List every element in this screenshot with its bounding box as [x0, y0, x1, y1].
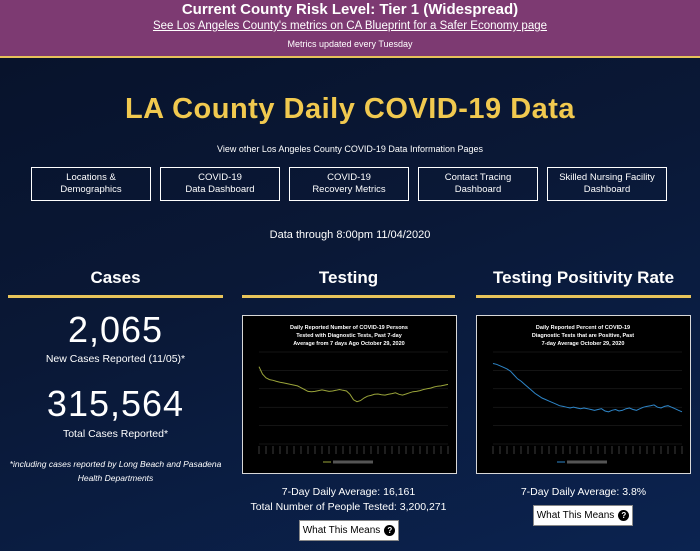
positivity-heading: Testing Positivity Rate [492, 268, 675, 287]
positivity-chart-title-line: Daily Reported Percent of COVID-19 [536, 325, 630, 331]
testing-chart-title-line: Average from 7 days Ago October 29, 2020 [293, 341, 404, 347]
positivity-chart: Daily Reported Percent of COVID-19 Diagno… [476, 315, 691, 474]
testing-average: 7-Day Daily Average: 16,161 [281, 486, 416, 498]
positivity-series-line [492, 363, 683, 413]
testing-chart: Daily Reported Number of COVID-19 Person… [242, 315, 457, 474]
new-cases-value: 2,065 [67, 309, 164, 350]
positivity-divider [476, 295, 691, 298]
positivity-legend-text [567, 460, 607, 464]
cases-heading: Cases [90, 268, 141, 287]
nav-skilled-nursing-button[interactable]: Skilled Nursing Facility Dashboard [547, 167, 667, 201]
total-cases-label: Total Cases Reported* [62, 428, 169, 440]
nav-locations-demographics-button[interactable]: Locations & Demographics [31, 167, 151, 201]
positivity-chart-title-line: Diagnostic Tests that are Positive, Past [532, 333, 634, 339]
new-cases-label: New Cases Reported (11/05)* [45, 353, 186, 365]
page-title: LA County Daily COVID-19 Data [124, 93, 576, 125]
nav-recovery-metrics-button[interactable]: COVID-19 Recovery Metrics [289, 167, 409, 201]
testing-chart-title-line: Daily Reported Number of COVID-19 Person… [290, 325, 408, 331]
testing-divider [242, 295, 455, 298]
testing-heading: Testing [318, 268, 379, 287]
testing-chart-title-line: Tested with Diagnostic Tests, Past 7-day [296, 333, 402, 339]
positivity-average: 7-Day Daily Average: 3.8% [520, 486, 647, 498]
cases-footnote: *including cases reported by Long Beach … [9, 459, 222, 483]
question-icon: ? [384, 525, 396, 536]
view-other-pages-text: View other Los Angeles County COVID-19 D… [217, 144, 483, 154]
positivity-chart-title-line: 7-day Average October 29, 2020 [542, 341, 625, 347]
testing-series-line [258, 366, 449, 403]
question-icon: ? [618, 510, 630, 521]
data-through-date: Data through 8:00pm 11/04/2020 [269, 229, 431, 241]
testing-what-this-means-label: What This Means [302, 525, 381, 536]
total-cases-value: 315,564 [46, 383, 185, 424]
risk-level-title: Current County Risk Level: Tier 1 (Wides… [181, 1, 519, 18]
nav-contact-tracing-button[interactable]: Contact Tracing Dashboard [418, 167, 538, 201]
testing-what-this-means-button[interactable]: What This Means? [299, 520, 399, 541]
testing-legend-text [333, 460, 373, 464]
nav-data-dashboard-button[interactable]: COVID-19 Data Dashboard [160, 167, 280, 201]
ca-blueprint-link[interactable]: See Los Angeles County's metrics on CA B… [152, 20, 548, 32]
cases-divider [8, 295, 223, 298]
positivity-what-this-means-label: What This Means [536, 510, 615, 521]
metrics-update-note: Metrics updated every Tuesday [287, 39, 413, 49]
positivity-what-this-means-button[interactable]: What This Means? [533, 505, 633, 526]
risk-level-banner: Current County Risk Level: Tier 1 (Wides… [0, 0, 700, 58]
testing-total: Total Number of People Tested: 3,200,271 [250, 501, 447, 513]
